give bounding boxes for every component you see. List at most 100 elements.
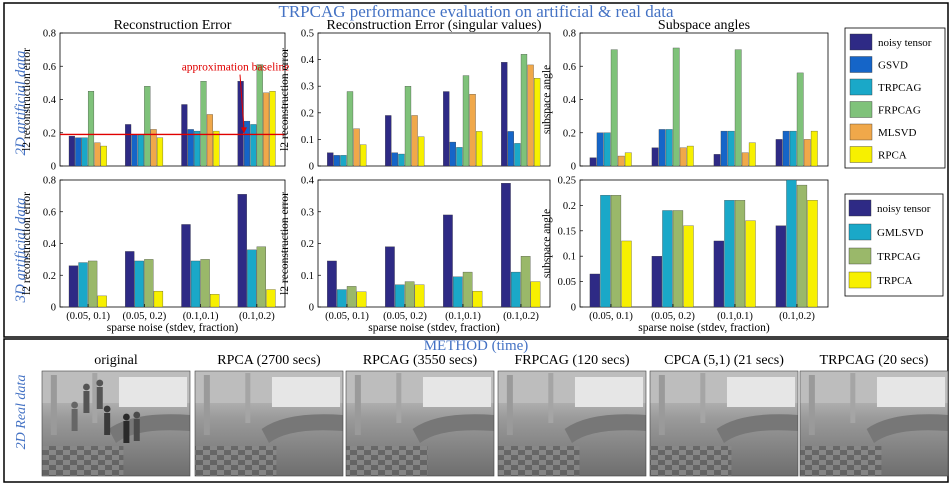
chart-1-title: Reconstruction Error xyxy=(114,18,232,33)
frame-window xyxy=(574,377,644,407)
frame-caption-6: TRPCAG (20 secs) xyxy=(820,353,929,368)
bar-gsvd-4 xyxy=(243,120,251,167)
frame-4: FRPCAG (120 secs) xyxy=(497,353,647,477)
bar-gsvd-2 xyxy=(658,129,666,167)
bar-mlsvd-3 xyxy=(741,152,749,167)
chart-6-ytick-label: 0.25 xyxy=(558,176,576,187)
chart-4-xtick-label: (0.1,0.2) xyxy=(239,311,275,322)
frame-window xyxy=(726,377,796,407)
chart-4-ytick-label: 0.6 xyxy=(43,207,56,218)
frame-1: original xyxy=(41,353,191,477)
bar-rpca-2 xyxy=(417,136,425,167)
frame-floor-tiles xyxy=(800,446,882,476)
bar-rpca-2 xyxy=(686,145,694,167)
bar-trpcag-1 xyxy=(87,260,98,308)
bar-mlsvd-1 xyxy=(94,142,101,167)
bar-rpca-1 xyxy=(359,144,367,167)
chart-1-ytick-label: 0.6 xyxy=(43,62,56,73)
bar-gsvd-3 xyxy=(720,130,728,167)
bar-noisy-tensor-3 xyxy=(713,154,721,167)
chart-6: 0 0.05 0.1 0.15 0.2 0.25 subspace angle (0.05, … xyxy=(541,176,829,334)
chart-4-xtick-label: (0.05, 0.1) xyxy=(66,311,110,322)
chart-4-ytick-label: 0.2 xyxy=(43,271,56,282)
bar-frpcag-2 xyxy=(404,86,412,167)
chart-3-ytick-label: 0.2 xyxy=(563,128,576,139)
bar-trpcag-1 xyxy=(81,137,88,167)
legend-label-mlsvd: MLSVD xyxy=(878,127,917,139)
legend-label-trpcag: TRPCAG xyxy=(878,82,921,94)
bar-noisy-tensor-3 xyxy=(443,214,453,308)
bar-noisy-tensor-1 xyxy=(327,152,334,167)
frame-counter xyxy=(412,414,494,443)
bar-mlsvd-4 xyxy=(527,64,534,167)
chart-2-ytick-label: 0.4 xyxy=(301,55,315,66)
bar-rpca-1 xyxy=(100,145,107,167)
bar-rpca-4 xyxy=(269,91,276,167)
chart-5-xtick-label: (0.05, 0.2) xyxy=(383,311,427,322)
row-label-real: 2D Real data xyxy=(14,375,29,450)
bar-trpcag-3 xyxy=(200,259,210,308)
chart-6-ylabel: subspace angle xyxy=(541,209,553,278)
chart-1-ytick-label: 0.2 xyxy=(43,128,56,139)
chart-4: 0 0.2 0.4 0.6 0.8 l2 reconstruction error (0.0… xyxy=(21,176,286,334)
approximation-baseline-arrow xyxy=(239,74,245,130)
bar-trpcag-1 xyxy=(610,195,622,308)
bar-trpcag-2 xyxy=(672,210,684,308)
legend-label-rpca: RPCA xyxy=(878,150,907,162)
bar-frpcag-3 xyxy=(200,81,207,167)
bar-mlsvd-3 xyxy=(206,114,213,167)
frame-person-head xyxy=(123,413,130,421)
bar-gsvd-4 xyxy=(507,131,514,167)
legend-swatch-trpca xyxy=(848,271,872,289)
chart-2-ytick-label: 0 xyxy=(309,162,314,173)
bar-gmlsvd-4 xyxy=(786,179,797,308)
legend-swatch-rpca xyxy=(849,146,873,163)
chart-5-ytick-label: 0 xyxy=(309,303,314,314)
bar-noisy-tensor-4 xyxy=(775,225,787,308)
legend-swatch-noisy-tensor xyxy=(848,199,872,217)
bar-trpcag-4 xyxy=(789,130,797,167)
bar-trpca-1 xyxy=(97,295,107,308)
frame-window xyxy=(422,377,492,407)
chart-6-ytick-label: 0 xyxy=(571,303,576,314)
bar-noisy-tensor-2 xyxy=(385,115,392,167)
bar-trpcag-2 xyxy=(665,129,673,167)
frame-window xyxy=(271,377,341,407)
chart-1-ytick-label: 0.8 xyxy=(43,29,56,40)
chart-5-ytick-label: 0.4 xyxy=(301,176,315,187)
bar-trpca-3 xyxy=(472,290,483,308)
bar-mlsvd-2 xyxy=(679,147,687,167)
bar-noisy-tensor-1 xyxy=(68,265,79,308)
legend-label-noisy-tensor: noisy tensor xyxy=(878,37,932,49)
legend-swatch-gsvd xyxy=(849,56,873,73)
frame-pillar xyxy=(808,375,815,435)
bar-frpcag-4 xyxy=(520,54,528,167)
frame-pillar xyxy=(92,373,98,423)
bar-trpca-1 xyxy=(621,240,632,308)
frame-border xyxy=(497,370,647,477)
bar-gsvd-2 xyxy=(391,152,398,167)
bar-gsvd-1 xyxy=(75,137,82,167)
chart-2-ytick-label: 0.1 xyxy=(301,135,314,146)
chart-5-xlabel: sparse noise (stdev, fraction) xyxy=(368,322,500,334)
frame-person-head xyxy=(83,383,90,391)
chart-3-ytick-label: 0 xyxy=(571,162,576,173)
frame-counter xyxy=(866,414,948,443)
bar-mlsvd-2 xyxy=(150,129,157,167)
chart-5-xtick-label: (0.1,0.1) xyxy=(445,311,481,322)
legend-label-frpcag: FRPCAG xyxy=(878,105,921,117)
chart-6-ytick-label: 0.2 xyxy=(563,201,576,212)
frame-person-head xyxy=(103,405,111,413)
bar-noisy-tensor-3 xyxy=(181,104,188,167)
chart-4-ytick-label: 0.4 xyxy=(43,239,57,250)
frame-person xyxy=(71,409,78,431)
bar-trpca-4 xyxy=(530,281,541,308)
frame-floor-tiles xyxy=(650,446,732,476)
frame-floor-tiles xyxy=(346,446,428,476)
frame-border xyxy=(194,370,344,477)
chart-5-ytick-label: 0.2 xyxy=(301,239,314,250)
bar-noisy-tensor-3 xyxy=(443,91,450,167)
chart-6-ytick-label: 0.15 xyxy=(558,226,576,237)
bar-frpcag-3 xyxy=(734,49,742,167)
legend-label-gsvd: GSVD xyxy=(878,60,908,72)
